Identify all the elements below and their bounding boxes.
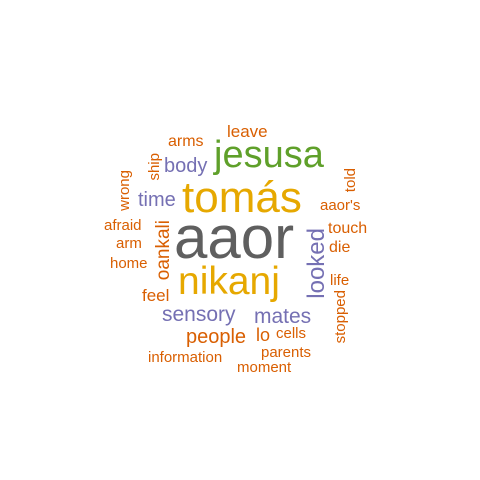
word-arms: arms (168, 133, 204, 150)
word-people: people (186, 326, 247, 348)
word-sensory: sensory (162, 303, 236, 326)
word-afraid: afraid (104, 217, 142, 234)
word-home: home (110, 255, 148, 272)
word-looked: looked (303, 228, 330, 299)
word-tomas: tomás (182, 173, 302, 222)
word-arm: arm (116, 235, 142, 252)
word-mates: mates (254, 305, 312, 328)
word-moment: moment (237, 359, 292, 376)
word-stopped: stopped (332, 290, 349, 344)
word-body: body (164, 155, 208, 177)
word-parents: parents (261, 344, 312, 361)
word-wrong: wrong (116, 170, 133, 211)
word-leave: leave (227, 122, 268, 141)
word-feel: feel (142, 286, 170, 305)
word-information: information (148, 349, 223, 366)
word-ship: ship (146, 153, 163, 181)
word-oankali: oankali (153, 220, 174, 281)
word-nikanj: nikanj (178, 260, 280, 303)
word-life: life (330, 272, 350, 289)
word-aaor: aaor (174, 204, 295, 271)
word-cells: cells (276, 325, 307, 342)
word-jesusa: jesusa (214, 134, 324, 176)
word-lo: lo (256, 325, 271, 345)
word-told: told (342, 168, 359, 193)
word-die: die (329, 239, 351, 256)
word-time: time (138, 189, 176, 211)
word-touch: touch (328, 220, 368, 237)
word-aaors: aaor's (320, 197, 361, 214)
